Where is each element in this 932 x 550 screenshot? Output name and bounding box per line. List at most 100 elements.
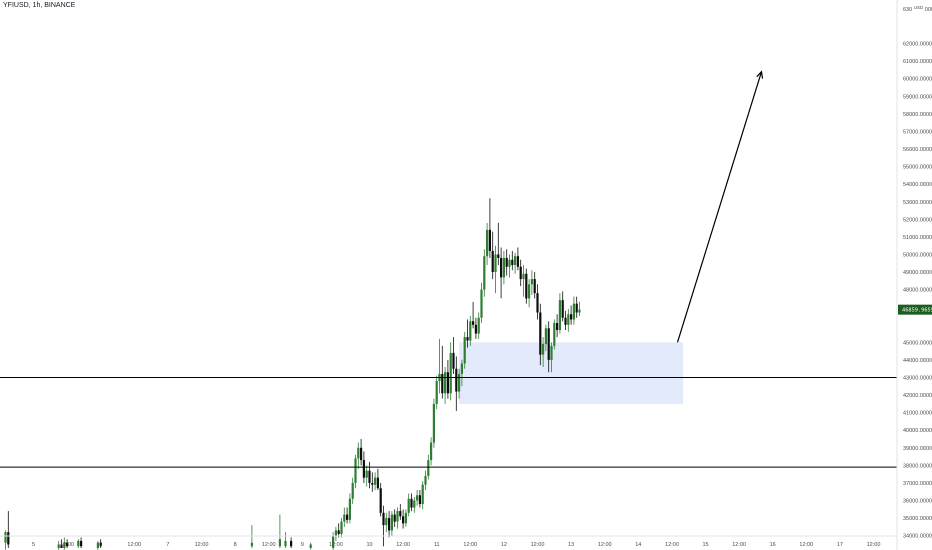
candle-body bbox=[567, 314, 570, 325]
time-tick-label: 14 bbox=[635, 542, 641, 548]
candle-body bbox=[466, 337, 469, 341]
candle-body bbox=[413, 500, 416, 508]
time-tick-label: 6 bbox=[99, 542, 102, 548]
candle-body bbox=[371, 482, 374, 485]
candle-body bbox=[494, 254, 497, 273]
candle bbox=[469, 315, 472, 346]
candle-body bbox=[60, 544, 63, 548]
candle-body bbox=[519, 266, 522, 280]
price-tick-label: 34000.000000 bbox=[903, 534, 932, 540]
candle-body bbox=[525, 273, 528, 299]
candle-body bbox=[452, 352, 455, 369]
candle bbox=[452, 337, 455, 374]
candle-body bbox=[553, 323, 556, 346]
time-tick-label: 12:00 bbox=[665, 542, 679, 548]
candle bbox=[435, 375, 438, 410]
candle bbox=[290, 537, 293, 548]
candle-body bbox=[533, 279, 536, 294]
time-tick-label: 9 bbox=[301, 542, 304, 548]
price-tick-label: 59000.000000 bbox=[903, 94, 932, 100]
candle bbox=[460, 359, 463, 387]
time-tick-label: 7 bbox=[166, 542, 169, 548]
candle bbox=[547, 321, 550, 373]
currency-label: USD bbox=[914, 5, 924, 10]
candle bbox=[332, 532, 335, 550]
candle bbox=[346, 507, 349, 524]
price-tick-label: 37000.000000 bbox=[903, 481, 932, 487]
candle-body bbox=[497, 254, 500, 258]
candle-body bbox=[278, 539, 281, 547]
candle bbox=[514, 252, 517, 274]
candle-body bbox=[449, 352, 452, 394]
candle bbox=[399, 504, 402, 520]
price-tick-label: 58000.000000 bbox=[903, 112, 932, 118]
price-tick-label: 41000.000000 bbox=[903, 411, 932, 417]
candle bbox=[567, 308, 570, 332]
candle-body bbox=[334, 530, 337, 536]
price-axis[interactable]: 630 USD 000 62000.000000 61000.000000 60000… bbox=[896, 0, 932, 550]
candle bbox=[337, 523, 340, 538]
candle-body bbox=[396, 511, 399, 522]
candle-body bbox=[376, 477, 379, 489]
candle bbox=[528, 279, 531, 308]
candle bbox=[393, 509, 396, 527]
candle-body bbox=[427, 460, 430, 476]
candle-body bbox=[388, 518, 391, 531]
candle bbox=[432, 398, 435, 448]
candle bbox=[533, 272, 536, 299]
candle-body bbox=[570, 314, 573, 320]
candle-body bbox=[416, 495, 419, 501]
candle bbox=[500, 247, 503, 299]
time-tick-label: 12:00 bbox=[463, 542, 477, 548]
candle bbox=[561, 291, 564, 322]
candle bbox=[284, 532, 287, 548]
price-tick-label: 62000.000000 bbox=[903, 42, 932, 48]
price-tick-label: 57000.000000 bbox=[903, 129, 932, 135]
price-tick-label: 36000.000000 bbox=[903, 499, 932, 505]
projection-arrow-line bbox=[676, 71, 763, 343]
candle bbox=[519, 259, 522, 287]
candle bbox=[463, 331, 466, 369]
candle bbox=[357, 442, 360, 469]
price-tick-label: 60000.000000 bbox=[903, 77, 932, 83]
candle bbox=[508, 254, 511, 278]
candle-body bbox=[66, 542, 69, 547]
candle bbox=[444, 366, 447, 404]
drawings-layer bbox=[0, 70, 897, 468]
candle bbox=[486, 222, 489, 266]
candle-body bbox=[516, 256, 519, 267]
candle-body bbox=[374, 477, 377, 485]
candle-body bbox=[424, 475, 427, 485]
time-axis[interactable]: 5 12:00 6 12:00 7 12:00 8 12:00 9 12:00 10 12:00 11 1… bbox=[0, 535, 897, 548]
candle bbox=[558, 293, 561, 334]
candles-layer bbox=[4, 198, 581, 550]
candle bbox=[430, 437, 433, 466]
candle bbox=[522, 265, 525, 297]
price-tick-label: 54000.000000 bbox=[903, 182, 932, 188]
time-tick-label: 12:00 bbox=[598, 542, 612, 548]
candle-body bbox=[430, 442, 433, 461]
candle-body bbox=[544, 328, 547, 345]
candle bbox=[474, 317, 477, 339]
candle bbox=[536, 284, 539, 320]
candle bbox=[424, 470, 427, 490]
candle bbox=[374, 472, 377, 490]
candle bbox=[351, 477, 354, 505]
candle-body bbox=[511, 259, 514, 266]
candle bbox=[441, 345, 444, 399]
price-tick-label: 44000.000000 bbox=[903, 358, 932, 364]
candle bbox=[466, 319, 469, 348]
candle-body bbox=[250, 542, 253, 547]
candle-body bbox=[343, 514, 346, 522]
candle bbox=[578, 301, 581, 316]
candle bbox=[410, 493, 413, 512]
candle-body bbox=[348, 498, 351, 520]
candle-body bbox=[572, 303, 575, 320]
candle bbox=[525, 268, 528, 304]
candle-body bbox=[57, 544, 60, 548]
price-tick-label: 49000.000000 bbox=[903, 270, 932, 276]
candle bbox=[77, 539, 80, 548]
candle bbox=[418, 489, 421, 508]
